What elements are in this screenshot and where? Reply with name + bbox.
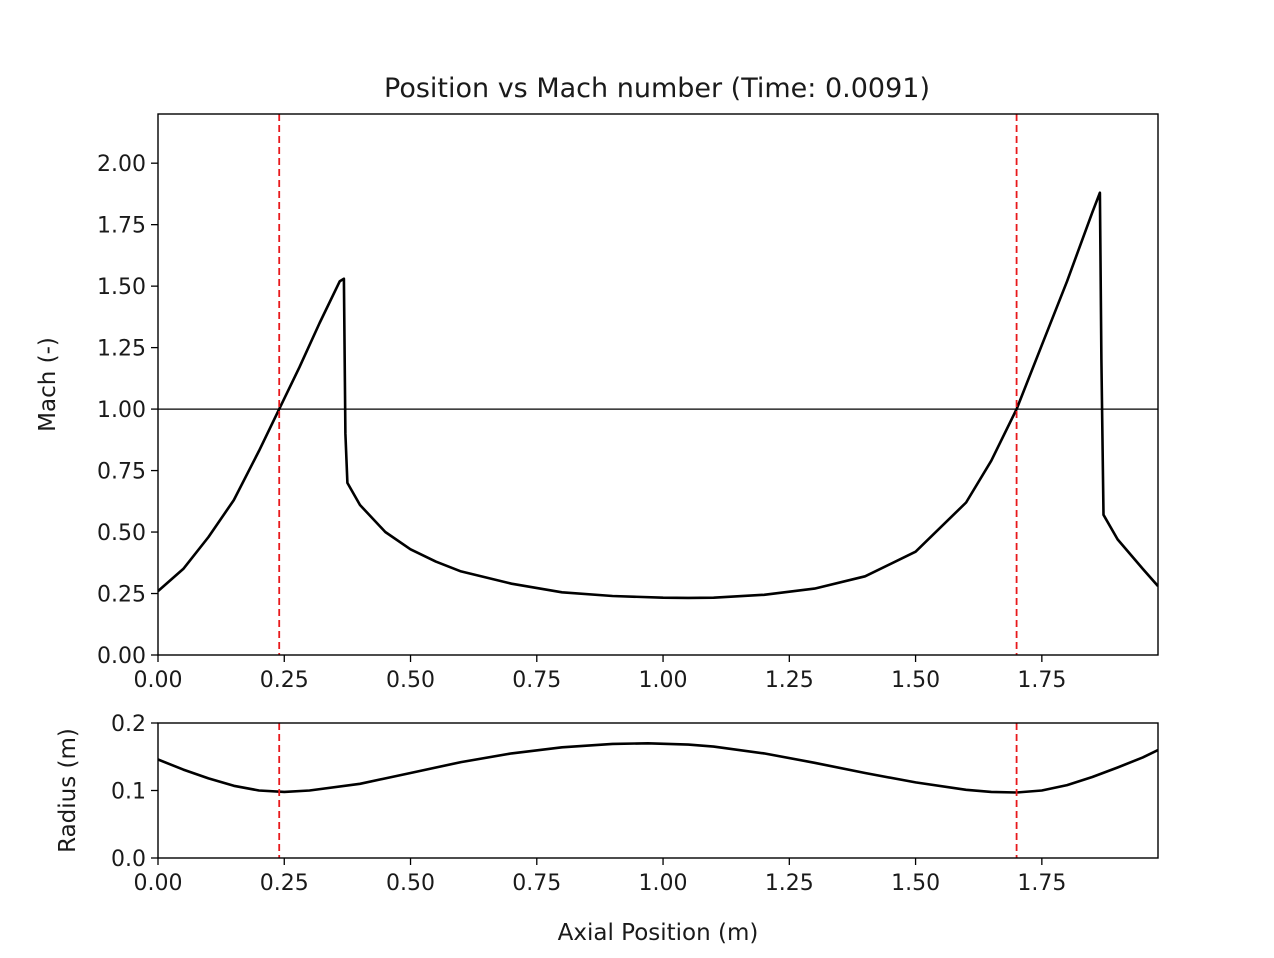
mach-y-tick-label: 0.75 [97, 460, 146, 485]
radius-x-tick-label: 0.75 [512, 871, 561, 896]
radius-plot-area [158, 723, 1158, 858]
mach-x-tick-label: 1.50 [891, 668, 940, 693]
radius-x-tick-label: 1.50 [891, 871, 940, 896]
mach-series-line [158, 191, 1158, 600]
chart-title: Position vs Mach number (Time: 0.0091) [384, 73, 930, 104]
mach-x-tick-label: 0.75 [512, 668, 561, 693]
radius-x-tick-label: 1.25 [765, 871, 814, 896]
mach-y-tick-label: 0.50 [97, 521, 146, 546]
radius-y-tick-label: 0.1 [111, 780, 146, 805]
mach-y-tick-label: 1.50 [97, 275, 146, 300]
mach-y-tick-label: 0.25 [97, 583, 146, 608]
mach-y-tick-label: 1.75 [97, 214, 146, 239]
radius-x-axis-label: Axial Position (m) [558, 920, 759, 946]
mach-y-tick-label: 1.25 [97, 337, 146, 362]
radius-x-tick-label: 0.50 [386, 871, 435, 896]
mach-x-tick-label: 1.25 [765, 668, 814, 693]
mach-x-tick-label: 1.75 [1017, 668, 1066, 693]
radius-x-tick-label: 1.00 [639, 871, 688, 896]
radius-y-tick-label: 0.2 [111, 712, 146, 737]
radius-y-axis-label: Radius (m) [55, 728, 81, 853]
radius-x-tick-label: 0.00 [134, 871, 183, 896]
mach-x-tick-label: 1.00 [639, 668, 688, 693]
mach-x-tick-label: 0.50 [386, 668, 435, 693]
mach-plot-area [158, 114, 1158, 655]
radius-plot: 0.00 0.25 0.50 0.75 1.00 1.25 1.50 1.75 0.0 0.1 0.… [55, 712, 1159, 946]
mach-x-tick-label: 0.00 [134, 668, 183, 693]
mach-y-tick-label: 0.00 [97, 644, 146, 669]
mach-y-tick-label: 1.00 [97, 398, 146, 423]
radius-x-tick-label: 0.25 [260, 871, 309, 896]
mach-axes-frame [157, 113, 1159, 656]
mach-y-tick-label: 2.00 [97, 152, 146, 177]
radius-x-tick-label: 1.75 [1017, 871, 1066, 896]
mach-plot: 0.00 0.25 0.50 0.75 1.00 1.25 1.50 1.75 0.00 0.25… [35, 113, 1159, 693]
mach-x-tick-label: 0.25 [260, 668, 309, 693]
mach-y-axis-label: Mach (-) [35, 337, 61, 432]
radius-y-tick-label: 0.0 [111, 847, 146, 872]
radius-series-line [158, 741, 1158, 794]
